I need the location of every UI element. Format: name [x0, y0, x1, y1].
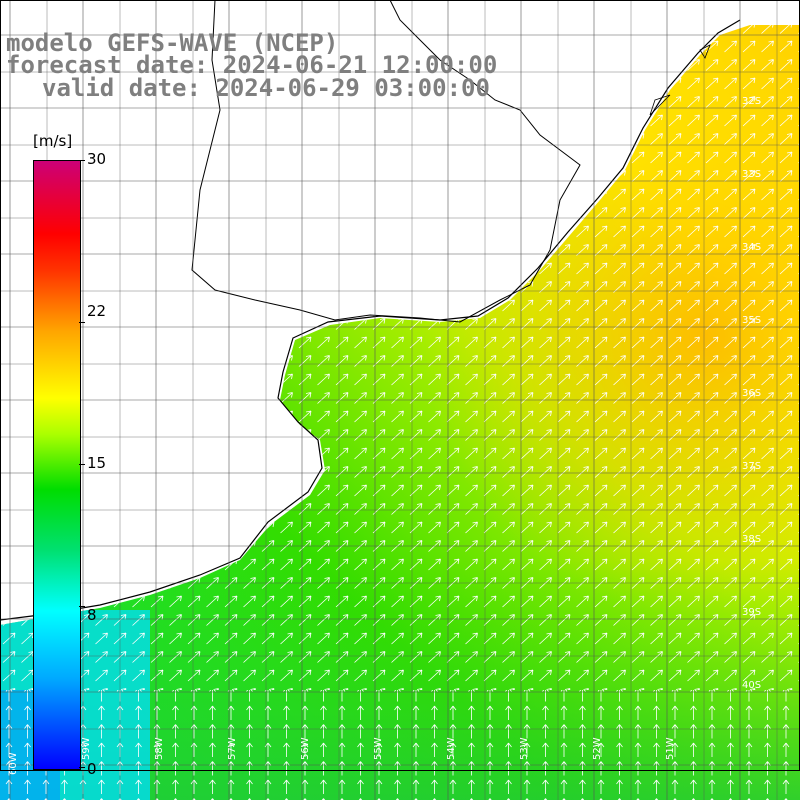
- colorbar-tick-30: [79, 160, 85, 161]
- colorbar-label-0: 0: [87, 760, 97, 778]
- lat-label-36s: 36S: [742, 388, 761, 399]
- colorbar-unit: [m/s]: [33, 132, 73, 150]
- colorbar-label-8: 8: [87, 606, 97, 624]
- colorbar-tick-0: [79, 767, 85, 768]
- wind-arrows-south: [0, 690, 800, 800]
- lon-label-55w: 55W: [373, 737, 384, 760]
- coastline: [0, 19, 741, 621]
- title-valid-date: valid date: 2024-06-29 03:00:00: [42, 74, 490, 102]
- lat-label-37s: 37S: [742, 461, 761, 472]
- lon-label-59w: 59W: [81, 737, 92, 760]
- lat-label-33s: 33S: [742, 169, 761, 180]
- lon-label-57w: 57W: [227, 737, 238, 760]
- lat-label-34s: 34S: [742, 242, 761, 253]
- uruguay-border: [191, 0, 581, 323]
- colorbar-tick-22: [79, 322, 85, 323]
- longitude-labels: 60W 59W 58W 57W 56W 55W 54W 53W 52W 51W: [8, 737, 676, 775]
- colorbar-tick-8: [79, 606, 85, 607]
- colorbar-label-30: 30: [87, 150, 107, 168]
- lagoon-coast: [649, 44, 711, 116]
- lon-label-52w: 52W: [592, 737, 603, 760]
- lat-label-39s: 39S: [742, 607, 761, 618]
- lat-label-32s: 32S: [742, 96, 761, 107]
- lon-label-56w: 56W: [300, 737, 311, 760]
- lon-label-60w: 60W: [8, 752, 19, 775]
- lon-label-51w: 51W: [665, 737, 676, 760]
- lat-label-38s: 38S: [742, 534, 761, 545]
- colorbar-label-22: 22: [87, 302, 107, 320]
- lon-label-54w: 54W: [446, 737, 457, 760]
- colorbar: [33, 160, 81, 770]
- lat-label-35s: 35S: [742, 315, 761, 326]
- lat-label-40s: 40S: [742, 680, 761, 691]
- title-model: modelo GEFS-WAVE (NCEP): [6, 29, 339, 57]
- title-forecast-date: forecast date: 2024-06-21 12:00:00: [6, 51, 498, 79]
- colorbar-tick-15: [79, 464, 85, 465]
- colorbar-label-15: 15: [87, 454, 107, 472]
- lon-label-53w: 53W: [519, 737, 530, 760]
- lon-label-58w: 58W: [154, 737, 165, 760]
- latitude-labels: 32S 33S 34S 35S 36S 37S 38S 39S 40S: [742, 96, 761, 691]
- coastal-low-wind-plata: [200, 270, 330, 330]
